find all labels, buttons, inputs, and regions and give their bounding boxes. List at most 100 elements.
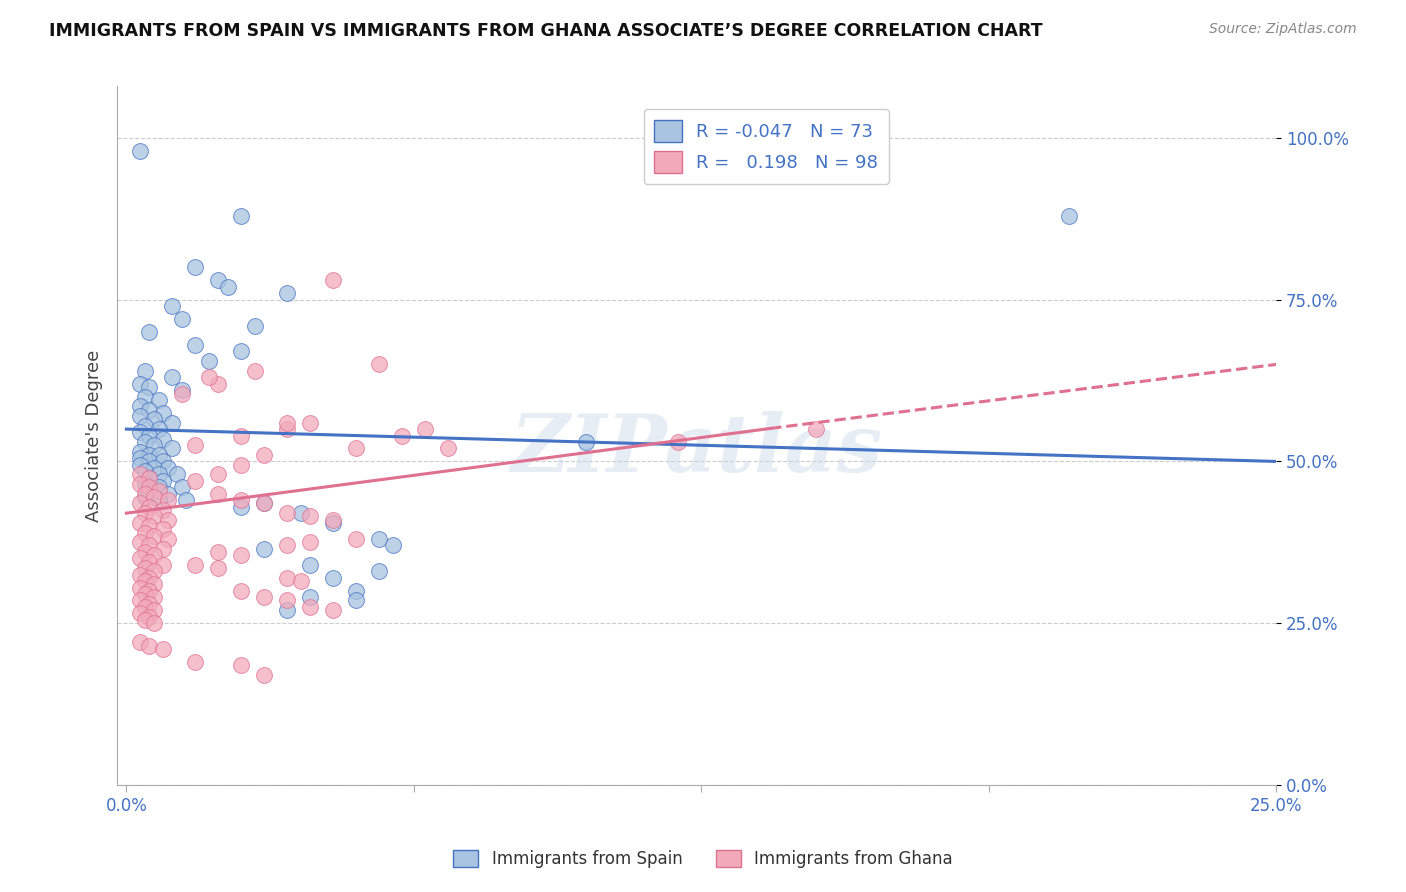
- Point: [129, 496, 152, 510]
- Point: [138, 609, 160, 624]
- Point: [138, 639, 160, 653]
- Point: [152, 454, 174, 468]
- Point: [138, 470, 160, 484]
- Point: [143, 529, 166, 543]
- Point: [129, 376, 152, 391]
- Text: ZIPatlas: ZIPatlas: [510, 411, 883, 488]
- Point: [156, 532, 179, 546]
- Point: [143, 438, 166, 452]
- Point: [322, 603, 344, 617]
- Point: [134, 525, 156, 540]
- Point: [666, 435, 689, 450]
- Point: [148, 422, 170, 436]
- Point: [134, 487, 156, 501]
- Point: [129, 593, 152, 607]
- Legend: R = -0.047   N = 73, R =   0.198   N = 98: R = -0.047 N = 73, R = 0.198 N = 98: [644, 110, 889, 184]
- Point: [253, 496, 276, 510]
- Point: [129, 467, 152, 482]
- Point: [129, 551, 152, 566]
- Point: [166, 467, 188, 482]
- Point: [156, 487, 179, 501]
- Point: [322, 273, 344, 287]
- Point: [170, 312, 193, 326]
- Point: [138, 480, 160, 494]
- Point: [382, 539, 405, 553]
- Point: [276, 286, 298, 301]
- Point: [276, 593, 298, 607]
- Point: [148, 467, 170, 482]
- Point: [322, 516, 344, 530]
- Point: [143, 616, 166, 631]
- Point: [152, 642, 174, 657]
- Point: [290, 506, 312, 520]
- Point: [170, 480, 193, 494]
- Point: [138, 402, 160, 417]
- Point: [148, 493, 170, 508]
- Point: [129, 409, 152, 424]
- Point: [152, 541, 174, 556]
- Point: [129, 425, 152, 440]
- Y-axis label: Associate's Degree: Associate's Degree: [86, 350, 103, 522]
- Point: [143, 412, 166, 426]
- Point: [138, 470, 160, 484]
- Point: [134, 599, 156, 614]
- Point: [253, 541, 276, 556]
- Point: [162, 299, 184, 313]
- Point: [1057, 209, 1080, 223]
- Point: [391, 428, 413, 442]
- Point: [174, 493, 197, 508]
- Point: [152, 558, 174, 572]
- Point: [152, 503, 174, 517]
- Point: [143, 490, 166, 504]
- Point: [134, 587, 156, 601]
- Point: [143, 509, 166, 524]
- Point: [134, 390, 156, 404]
- Point: [152, 522, 174, 536]
- Point: [134, 477, 156, 491]
- Point: [134, 545, 156, 559]
- Point: [162, 442, 184, 456]
- Point: [198, 370, 221, 384]
- Point: [299, 509, 322, 524]
- Point: [152, 474, 174, 488]
- Point: [253, 496, 276, 510]
- Point: [299, 535, 322, 549]
- Point: [231, 583, 253, 598]
- Point: [129, 516, 152, 530]
- Point: [575, 435, 598, 450]
- Point: [184, 338, 207, 352]
- Point: [253, 448, 276, 462]
- Point: [344, 583, 367, 598]
- Point: [198, 354, 221, 368]
- Point: [138, 325, 160, 339]
- Legend: Immigrants from Spain, Immigrants from Ghana: Immigrants from Spain, Immigrants from G…: [447, 843, 959, 875]
- Point: [184, 260, 207, 275]
- Point: [143, 461, 166, 475]
- Point: [413, 422, 436, 436]
- Point: [207, 467, 229, 482]
- Point: [243, 364, 266, 378]
- Point: [170, 386, 193, 401]
- Point: [138, 555, 160, 569]
- Point: [299, 558, 322, 572]
- Point: [138, 483, 160, 498]
- Point: [207, 273, 229, 287]
- Point: [152, 432, 174, 446]
- Point: [148, 480, 170, 494]
- Point: [129, 444, 152, 458]
- Point: [368, 565, 391, 579]
- Point: [231, 458, 253, 472]
- Point: [134, 574, 156, 588]
- Point: [129, 635, 152, 649]
- Point: [276, 571, 298, 585]
- Point: [148, 392, 170, 407]
- Point: [243, 318, 266, 333]
- Point: [138, 571, 160, 585]
- Point: [290, 574, 312, 588]
- Point: [134, 561, 156, 575]
- Point: [162, 416, 184, 430]
- Point: [138, 448, 160, 462]
- Point: [299, 591, 322, 605]
- Point: [129, 458, 152, 472]
- Point: [344, 532, 367, 546]
